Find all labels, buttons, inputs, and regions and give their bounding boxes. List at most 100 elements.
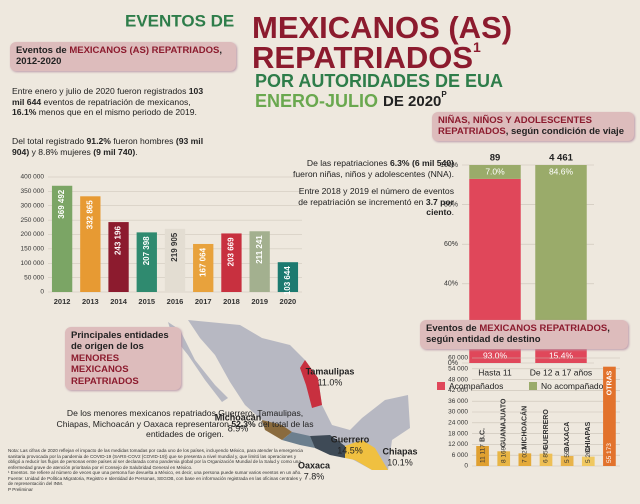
value-label: 103 644 xyxy=(283,266,292,295)
text-segment: Eventos de xyxy=(16,45,70,56)
map-baja xyxy=(168,322,228,402)
y-tick-label: 100 000 xyxy=(21,260,45,267)
value-label: 332 865 xyxy=(85,200,94,229)
header-period: ENERO-JULIO xyxy=(255,91,378,111)
bar xyxy=(249,231,270,292)
value-label: 5 556 xyxy=(564,446,571,463)
bar xyxy=(476,445,489,466)
x-tick-label: 2019 xyxy=(251,297,268,306)
map-state-name: Oaxaca xyxy=(298,460,331,470)
text-segment: De las repatriaciones xyxy=(306,158,390,168)
text-segment: 103 mil 644 xyxy=(12,86,204,107)
map-guerrero xyxy=(282,432,315,448)
y-tick-label: 0% xyxy=(448,360,458,367)
header-line3: REPATRIADOS1 xyxy=(252,39,481,75)
value-label: 8 169 xyxy=(500,446,507,463)
bar xyxy=(581,456,595,466)
summary-title: Eventos de MEXICANOS (AS) REPATRIADOS, 2… xyxy=(10,42,236,71)
y-tick-label: 100% xyxy=(440,162,458,169)
value-label: 167 064 xyxy=(198,247,207,276)
bar xyxy=(539,453,553,466)
text-segment: MENORES MEXICANOS REPATRIADOS xyxy=(71,352,139,387)
text-segment: , según entidad de destino xyxy=(426,323,610,346)
y-tick-label: 150 000 xyxy=(21,246,45,253)
map-state-value: 8.9% xyxy=(228,423,249,433)
map-mainland xyxy=(188,320,410,470)
count-label: 4 461 xyxy=(549,153,573,164)
x-tick-label: OTRAS xyxy=(606,370,613,395)
legend-swatch xyxy=(529,382,537,390)
text-segment: . xyxy=(135,146,138,157)
x-tick-label: 2020 xyxy=(280,297,297,306)
map-state-value: 7.8% xyxy=(304,471,325,481)
y-tick-label: 40% xyxy=(444,281,458,288)
text-segment: fueron niñas, niños y adolescentes (NNA)… xyxy=(293,168,454,179)
x-tick-label: 2014 xyxy=(110,297,128,306)
y-tick-label: 60% xyxy=(444,241,458,248)
y-tick-label: 200 000 xyxy=(21,231,45,238)
nna-paragraph: Entre 2018 y 2019 el número de eventos d… xyxy=(292,186,454,218)
text-segment: y 8.8% mujeres xyxy=(29,146,94,157)
header-line2: MEXICANOS (AS) xyxy=(252,10,512,45)
y-tick-label: 400 000 xyxy=(21,174,45,181)
x-tick-label: GUANAJUATO xyxy=(501,398,508,447)
notes: Nota: Las cifras de 2020 reflejan el imp… xyxy=(8,448,308,492)
y-tick-label: 36 000 xyxy=(448,398,468,405)
value-label: 93.0% xyxy=(483,350,508,360)
map-state-name: Michoacán xyxy=(215,412,262,422)
y-tick-label: 12 000 xyxy=(448,441,468,448)
value-label: 7 023 xyxy=(522,446,529,463)
y-tick-label: 250 000 xyxy=(21,217,45,224)
y-tick-label: 42 000 xyxy=(448,387,468,394)
text-segment: (9 mil 740) xyxy=(93,146,136,157)
header-line1: EVENTOS DE xyxy=(125,11,234,30)
y-tick-label: 300 000 xyxy=(21,202,45,209)
value-label: 7.0% xyxy=(485,166,505,176)
legend-swatch xyxy=(437,382,445,390)
text-segment: , según condición de viaje xyxy=(505,126,624,138)
y-tick-label: 50 000 xyxy=(24,274,44,281)
x-tick-label: 2012 xyxy=(54,297,71,306)
x-tick-label: B.C. xyxy=(479,428,486,442)
text-segment: Principales entidades de origen de los xyxy=(71,330,169,353)
text-segment: Eventos de xyxy=(426,323,480,334)
chart2-title: NIÑAS, NIÑOS Y ADOLESCENTES REPATRIADOS,… xyxy=(432,112,634,141)
y-tick-label: 6 000 xyxy=(452,452,469,459)
note: Nota: Las cifras de 2020 reflejan el imp… xyxy=(8,448,303,470)
value-label: 6 856 xyxy=(543,446,550,463)
header-sup: P xyxy=(441,90,447,99)
bar xyxy=(80,196,101,292)
bar xyxy=(277,262,299,292)
y-tick-label: 18 000 xyxy=(448,430,468,437)
x-tick-label: 2015 xyxy=(138,297,155,306)
y-tick-label: 0 xyxy=(464,463,468,470)
text-segment: Entre 2018 y 2019 el número de eventos d… xyxy=(298,186,454,207)
bar-segment xyxy=(469,165,521,179)
text-segment: , 2012-2020 xyxy=(16,45,223,68)
text-segment: 6.3% (6 mil 540) xyxy=(389,158,454,168)
map-text: De los menores mexicanos repatriados Gue… xyxy=(55,408,315,440)
y-tick-label: 350 000 xyxy=(21,188,45,195)
map-state-name: Chiapas xyxy=(382,446,417,456)
y-tick-label: 54 000 xyxy=(448,366,468,373)
summary-paragraph: Entre enero y julio de 2020 fueron regis… xyxy=(12,86,212,118)
map-tamaulipas xyxy=(300,360,322,408)
note: Fuente: Unidad de Política Migratoria, R… xyxy=(8,475,302,487)
text-segment: De los menores mexicanos repatriados Gue… xyxy=(56,408,304,429)
bar xyxy=(497,451,511,466)
value-label: 15.4% xyxy=(549,350,574,360)
bar xyxy=(193,243,214,292)
bar xyxy=(560,455,574,466)
value-label: 55 173 xyxy=(606,443,613,463)
x-tick-label: 2018 xyxy=(223,297,240,306)
value-label: 243 196 xyxy=(114,226,123,255)
summary-paragraph: Del total registrado 91.2% fueron hombre… xyxy=(12,136,222,157)
map-oaxaca xyxy=(310,435,345,458)
text-segment: eventos de repatriación de mexicanos, xyxy=(41,96,191,107)
x-tick-label: De 12 a 17 años xyxy=(530,367,592,377)
header-sup: 1 xyxy=(473,39,481,55)
text-segment: (93 mil 904) xyxy=(12,136,204,157)
y-tick-label: 48 000 xyxy=(448,376,468,383)
